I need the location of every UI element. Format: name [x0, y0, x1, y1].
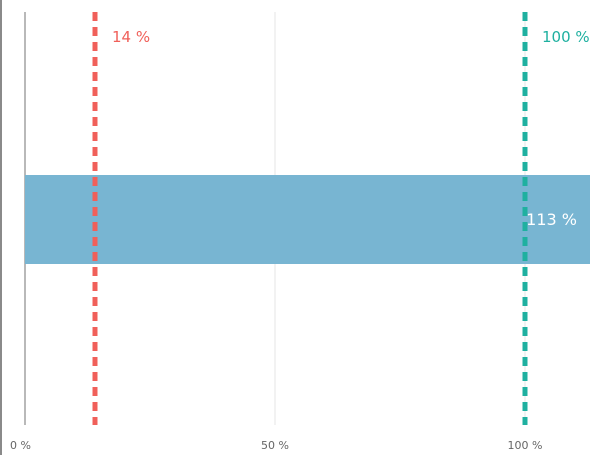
x-tick-label-100: 100 % — [508, 439, 543, 452]
frame-left-border — [0, 0, 2, 455]
reference-line-label-100: 100 % — [542, 28, 590, 46]
bar-data-label: 113 % — [526, 210, 577, 229]
bar-0 — [25, 175, 590, 264]
reference-line-label-14: 14 % — [112, 28, 150, 46]
x-tick-label-0: 0 % — [10, 439, 31, 452]
x-tick-label-50: 50 % — [261, 439, 289, 452]
